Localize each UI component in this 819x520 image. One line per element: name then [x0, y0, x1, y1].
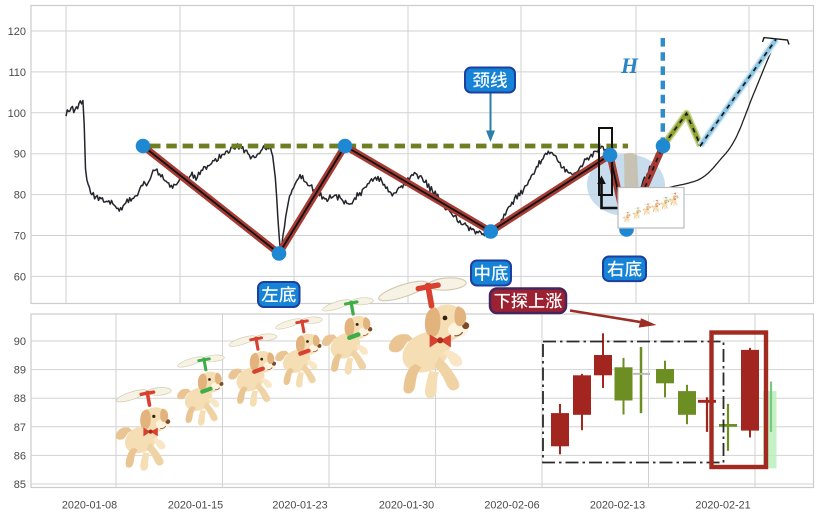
svg-text:2020-01-23: 2020-01-23 — [272, 500, 327, 512]
svg-text:110: 110 — [8, 67, 26, 79]
svg-text:2020-02-21: 2020-02-21 — [695, 500, 750, 512]
svg-text:100: 100 — [8, 108, 26, 120]
svg-text:86: 86 — [14, 450, 26, 462]
svg-text:87: 87 — [14, 422, 26, 434]
svg-text:2020-01-08: 2020-01-08 — [62, 500, 117, 512]
svg-text:80: 80 — [14, 190, 26, 202]
svg-text:89: 89 — [14, 365, 26, 377]
svg-text:H: H — [620, 53, 639, 78]
svg-text:2020-01-30: 2020-01-30 — [379, 500, 434, 512]
svg-text:120: 120 — [8, 26, 26, 38]
svg-text:90: 90 — [14, 149, 26, 161]
svg-text:88: 88 — [14, 393, 26, 405]
svg-text:2020-01-15: 2020-01-15 — [168, 500, 223, 512]
svg-text:90: 90 — [14, 336, 26, 348]
svg-text:85: 85 — [14, 479, 26, 491]
svg-text:2020-02-06: 2020-02-06 — [484, 500, 539, 512]
svg-text:70: 70 — [14, 231, 26, 243]
svg-text:60: 60 — [14, 271, 26, 283]
svg-text:2020-02-13: 2020-02-13 — [590, 500, 645, 512]
